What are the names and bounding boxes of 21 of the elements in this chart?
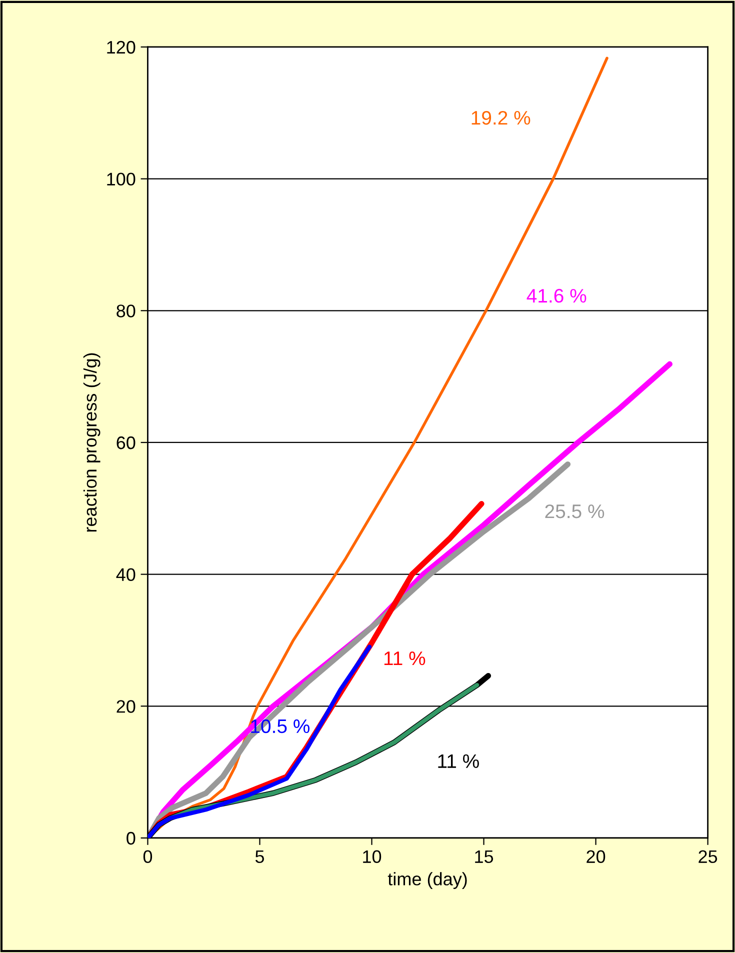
x-tick-label: 0 [143, 850, 152, 864]
y-tick-label: 0 [126, 832, 136, 845]
y-tick-label: 60 [116, 436, 136, 450]
x-tick-label: 15 [475, 850, 494, 864]
y-tick-label: 20 [116, 700, 136, 713]
text: 19.2 % [472, 110, 530, 125]
y-tick-label: 40 [116, 568, 136, 582]
series-label: 25.5 % [545, 504, 604, 518]
y-tick-label: 100 [107, 172, 136, 186]
x-tick-label: 5 [255, 850, 264, 864]
y-tick-label: 120 [107, 40, 136, 54]
x-tick-label: 25 [698, 850, 718, 864]
series-label: 11 % [384, 652, 426, 666]
x-tick-label: 20 [586, 850, 606, 864]
x-tick-label: 10 [363, 850, 382, 864]
x-axis-title: time (day) [388, 872, 467, 889]
series-label: 11 % [438, 754, 479, 768]
text: 41.6 % [526, 288, 586, 303]
y-tick-label: 80 [116, 304, 136, 318]
y-axis-title: reaction progress (J/g) [83, 353, 100, 532]
line-series [148, 644, 372, 838]
